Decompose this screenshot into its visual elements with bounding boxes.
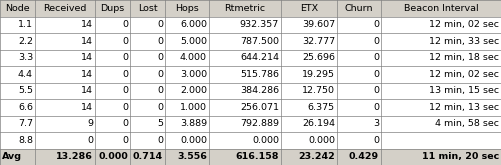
Text: 14: 14 [81,37,93,46]
Text: 39.607: 39.607 [302,20,335,29]
Text: 14: 14 [81,53,93,62]
Text: 14: 14 [81,103,93,112]
Text: 0: 0 [373,53,379,62]
Text: 0: 0 [157,86,163,95]
Text: 0: 0 [157,103,163,112]
Text: 792.889: 792.889 [240,119,279,128]
Text: 2.000: 2.000 [180,86,207,95]
Text: Rtmetric: Rtmetric [224,4,266,13]
Text: 0: 0 [157,37,163,46]
Text: 0: 0 [373,20,379,29]
Text: 23.242: 23.242 [298,152,335,161]
Text: 0: 0 [373,70,379,79]
Text: 0: 0 [157,136,163,145]
Text: 12.750: 12.750 [302,86,335,95]
Text: Hops: Hops [175,4,199,13]
Text: 256.071: 256.071 [240,103,279,112]
Text: 384.286: 384.286 [240,86,279,95]
Text: 6.6: 6.6 [18,103,33,112]
Text: 4 min, 58 sec: 4 min, 58 sec [435,119,499,128]
Text: 11 min, 20 sec: 11 min, 20 sec [422,152,499,161]
Text: Avg: Avg [2,152,22,161]
Text: 0: 0 [122,37,128,46]
Text: 0: 0 [122,86,128,95]
Text: 12 min, 18 sec: 12 min, 18 sec [429,53,499,62]
Text: 644.214: 644.214 [240,53,279,62]
Text: 7.7: 7.7 [18,119,33,128]
Text: 8.8: 8.8 [18,136,33,145]
Text: 4.000: 4.000 [180,53,207,62]
Text: 0: 0 [122,20,128,29]
Text: 0: 0 [373,103,379,112]
Text: 0: 0 [122,136,128,145]
Text: 3.889: 3.889 [180,119,207,128]
Text: 9: 9 [87,119,93,128]
Text: Lost: Lost [138,4,157,13]
Bar [0,99,501,116]
Text: 0: 0 [157,20,163,29]
Text: 1.000: 1.000 [180,103,207,112]
Bar [0,82,501,99]
Text: 13.286: 13.286 [56,152,93,161]
Text: 12 min, 13 sec: 12 min, 13 sec [429,103,499,112]
Text: 2.2: 2.2 [18,37,33,46]
Text: 932.357: 932.357 [240,20,279,29]
Bar [0,132,501,148]
Bar [0,66,501,82]
Text: 4.4: 4.4 [18,70,33,79]
Text: 0: 0 [122,70,128,79]
Text: 0.000: 0.000 [252,136,279,145]
Text: 32.777: 32.777 [302,37,335,46]
Text: 0.000: 0.000 [98,152,128,161]
Text: 5.5: 5.5 [18,86,33,95]
Text: Received: Received [43,4,87,13]
Text: 787.500: 787.500 [240,37,279,46]
Text: 0.429: 0.429 [349,152,379,161]
Text: 6.375: 6.375 [308,103,335,112]
Text: 0: 0 [122,103,128,112]
Text: Node: Node [5,4,30,13]
Text: 0.714: 0.714 [133,152,163,161]
Text: 0: 0 [373,37,379,46]
Text: 5: 5 [157,119,163,128]
Text: Beacon Interval: Beacon Interval [404,4,478,13]
Bar [0,115,501,132]
Text: 6.000: 6.000 [180,20,207,29]
Text: 0: 0 [87,136,93,145]
Text: 0: 0 [157,53,163,62]
Text: 12 min, 02 sec: 12 min, 02 sec [429,70,499,79]
Text: 0: 0 [122,119,128,128]
Text: 1.1: 1.1 [18,20,33,29]
Text: 19.295: 19.295 [302,70,335,79]
Text: 3.000: 3.000 [180,70,207,79]
Text: 0: 0 [373,86,379,95]
Text: 14: 14 [81,86,93,95]
Text: 0: 0 [122,53,128,62]
Bar [0,148,501,165]
Text: Dups: Dups [100,4,125,13]
Text: 616.158: 616.158 [235,152,279,161]
Text: 3.556: 3.556 [177,152,207,161]
Text: 0: 0 [373,136,379,145]
Text: 3.3: 3.3 [18,53,33,62]
Text: 26.194: 26.194 [302,119,335,128]
Text: 12 min, 33 sec: 12 min, 33 sec [429,37,499,46]
Text: 5.000: 5.000 [180,37,207,46]
Bar [0,0,501,16]
Text: 0: 0 [157,70,163,79]
Text: 14: 14 [81,70,93,79]
Bar [0,50,501,66]
Text: 0.000: 0.000 [308,136,335,145]
Text: 14: 14 [81,20,93,29]
Text: 12 min, 02 sec: 12 min, 02 sec [429,20,499,29]
Text: 3: 3 [373,119,379,128]
Text: 13 min, 15 sec: 13 min, 15 sec [429,86,499,95]
Text: ETX: ETX [300,4,318,13]
Bar [0,33,501,50]
Text: 0.000: 0.000 [180,136,207,145]
Text: 25.696: 25.696 [302,53,335,62]
Text: Churn: Churn [345,4,373,13]
Bar [0,16,501,33]
Text: 515.786: 515.786 [240,70,279,79]
